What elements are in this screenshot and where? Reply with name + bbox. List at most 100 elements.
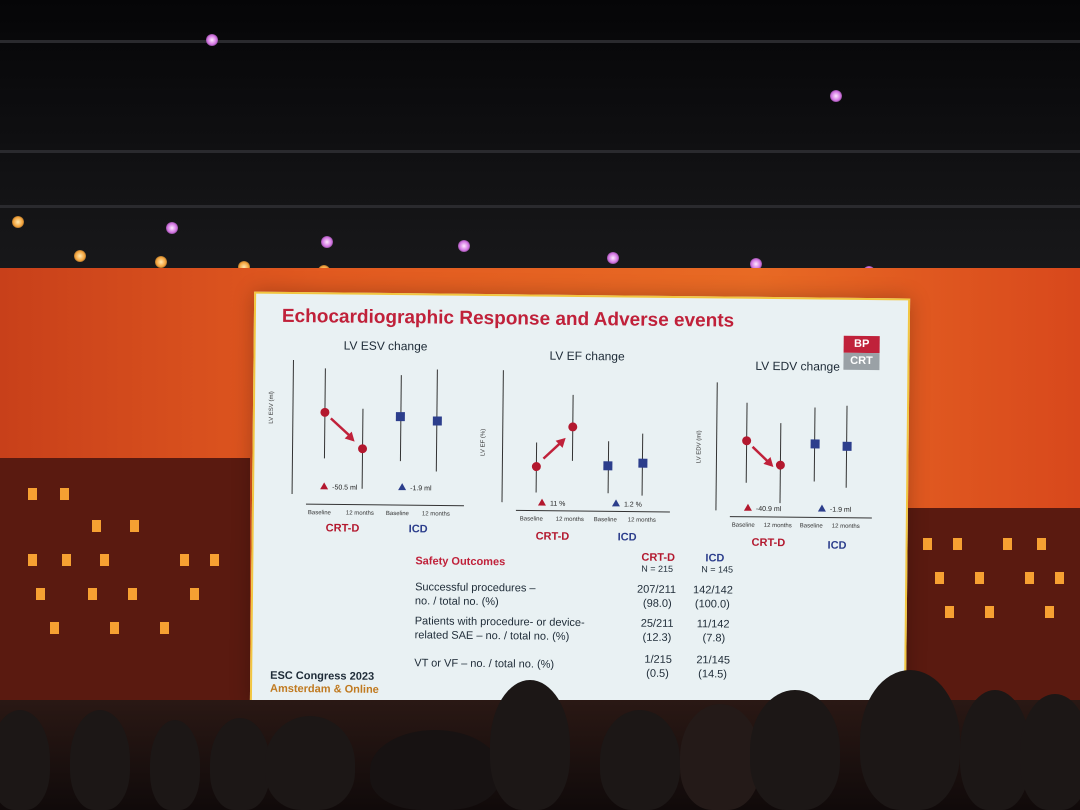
arrow-head — [763, 456, 774, 468]
crt-baseline-point — [531, 462, 541, 472]
x-tick: Baseline — [308, 510, 332, 516]
icd-delta-icon — [817, 504, 826, 512]
cell: (14.5) — [698, 668, 728, 681]
icd-baseline-point — [810, 439, 820, 449]
x-tick: Baseline — [520, 516, 544, 522]
x-axis — [515, 509, 670, 513]
row-label: no. / total no. (%) — [414, 595, 499, 609]
cell: (100.0) — [694, 598, 730, 611]
cell: (0.5) — [646, 667, 669, 680]
crt-delta-label: -50.5 ml — [332, 484, 358, 491]
stage-light — [750, 258, 762, 270]
venue-ceiling — [0, 0, 1080, 310]
crt-delta-label: -40.9 ml — [756, 506, 782, 513]
icd-delta-icon — [398, 483, 407, 491]
stage-light — [155, 256, 167, 268]
crt-baseline-point — [320, 407, 330, 417]
crt-baseline-point — [742, 436, 752, 446]
col-n-crt: N = 215 — [641, 563, 674, 574]
stage-light — [74, 250, 86, 262]
cell: 207/211 — [637, 583, 677, 597]
stage-light — [321, 236, 333, 248]
x-tick: Baseline — [732, 523, 756, 529]
x-tick: Baseline — [386, 511, 410, 517]
footer-line1: ESC Congress 2023 — [270, 669, 375, 683]
crt-delta-label: 11 % — [550, 501, 566, 508]
skyline-right — [905, 508, 1080, 708]
crt-12m-point — [568, 422, 578, 432]
stage-light — [206, 34, 218, 46]
presentation-slide: Echocardiographic Response and Adverse e… — [249, 291, 911, 713]
x-tick: 12 months — [422, 511, 450, 517]
change-arrow — [751, 445, 771, 464]
icd-12m-point — [842, 441, 852, 451]
group-label-crt: CRT-D — [325, 522, 360, 535]
cell: 11/142 — [696, 618, 730, 631]
x-tick: 12 months — [628, 518, 656, 524]
chart-edv: LV EDV (ml) -40.9 ml -1.9 ml Baseline 12… — [696, 382, 872, 530]
x-tick: 12 months — [346, 511, 374, 517]
cell: (12.3) — [642, 631, 672, 644]
stage-light — [12, 216, 24, 228]
icd-12m-point — [638, 458, 648, 468]
group-label-crt: CRT-D — [751, 536, 786, 550]
stage-light — [607, 252, 619, 264]
echo-charts: LV ESV (ml) -50.5 ml -1.9 ml Baseline 12… — [269, 359, 872, 530]
congress-footer: ESC Congress 2023 Amsterdam & Online — [270, 670, 379, 697]
table-header: Safety Outcomes — [415, 555, 506, 569]
cell: (98.0) — [642, 597, 672, 610]
stage-light — [166, 222, 178, 234]
group-label-crt: CRT-D — [535, 530, 570, 543]
chart-ef: LV EF (%) 11 % 1.2 % Baseline 12 months … — [480, 370, 670, 524]
icd-baseline-point — [603, 461, 613, 471]
icd-baseline-point — [395, 412, 405, 422]
cell: 25/211 — [640, 617, 674, 630]
footer-line2: Amsterdam & Online — [269, 682, 379, 696]
col-header-icd: ICD — [705, 552, 725, 565]
x-tick: 12 months — [556, 517, 584, 523]
icd-delta-label: -1.9 ml — [410, 485, 432, 492]
y-axis — [501, 370, 504, 503]
cell: 1/215 — [644, 653, 672, 666]
x-tick: 12 months — [764, 523, 792, 529]
col-n-icd: N = 145 — [701, 564, 734, 575]
group-label-icd: ICD — [617, 531, 637, 544]
y-axis — [715, 382, 718, 511]
x-axis — [729, 516, 872, 519]
y-axis-label: LV EDV (ml) — [696, 430, 702, 463]
chart-esv: LV ESV (ml) -50.5 ml -1.9 ml Baseline 12… — [269, 359, 464, 518]
icd-12m-point — [432, 416, 442, 426]
cell: 21/145 — [696, 654, 731, 667]
change-arrow — [330, 417, 353, 439]
arrow-head — [555, 437, 566, 448]
skyline-left — [0, 458, 250, 708]
crt-12m-point — [358, 444, 368, 454]
col-header-crt: CRT-D — [641, 551, 676, 564]
audience-area — [0, 670, 1080, 810]
cell: (7.8) — [702, 632, 726, 645]
row-label: related SAE – no. / total no. (%) — [414, 629, 570, 643]
icd-delta-label: -1.9 ml — [830, 507, 852, 514]
crt-12m-point — [775, 460, 785, 470]
change-arrow — [542, 440, 563, 460]
y-axis-label: LV ESV (ml) — [269, 391, 275, 424]
y-axis-label: LV EF (%) — [480, 429, 486, 456]
group-label-icd: ICD — [827, 539, 847, 552]
arrow-head — [344, 431, 355, 442]
row-label: Successful procedures – — [415, 581, 536, 595]
x-tick: Baseline — [594, 517, 618, 523]
stage-light — [458, 240, 470, 252]
icd-delta-icon — [611, 499, 620, 507]
stage-light — [830, 90, 842, 102]
x-axis — [305, 503, 464, 507]
icd-delta-label: 1.2 % — [624, 501, 642, 508]
group-label-icd: ICD — [408, 523, 428, 536]
crt-delta-icon — [537, 498, 546, 506]
row-label: VT or VF – no. / total no. (%) — [414, 657, 555, 671]
crt-delta-icon — [743, 503, 752, 511]
cell: 142/142 — [693, 584, 733, 597]
x-tick: Baseline — [800, 523, 824, 529]
x-tick: 12 months — [832, 524, 860, 530]
y-axis — [291, 359, 294, 494]
crt-delta-icon — [320, 482, 329, 490]
